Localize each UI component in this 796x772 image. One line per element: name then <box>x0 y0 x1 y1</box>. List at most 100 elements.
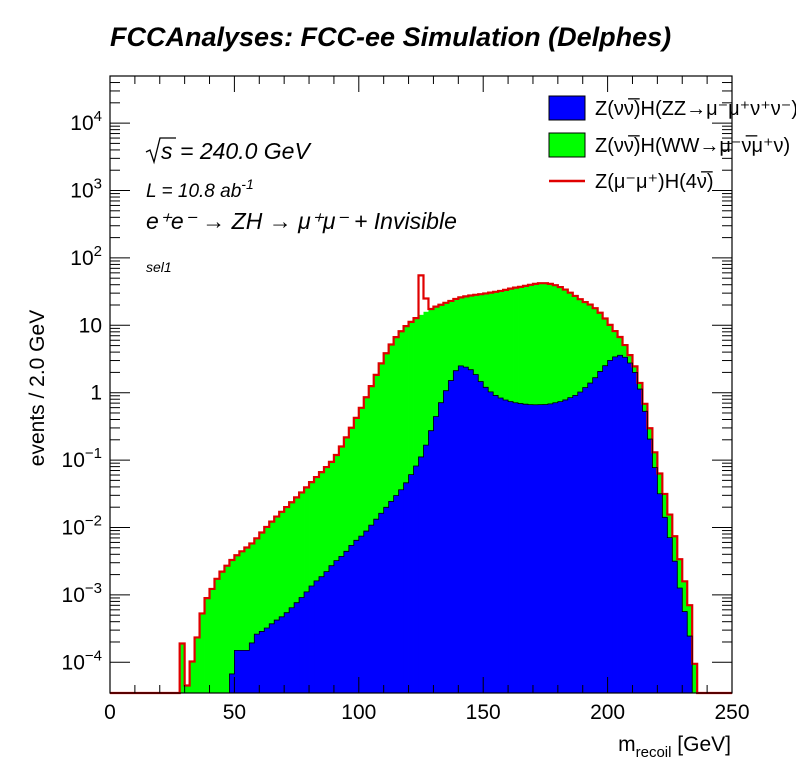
ww-stack-bin <box>184 685 191 693</box>
zz-stack-bin <box>602 365 608 693</box>
zz-stack-bin <box>527 404 534 693</box>
zz-stack-bin <box>642 411 648 693</box>
zz-stack-bin <box>279 616 285 693</box>
zz-stack-bin <box>433 416 439 693</box>
zz-outline-line <box>110 354 732 694</box>
zz-stack-bin <box>388 501 395 693</box>
ww-stack-bin <box>234 555 240 693</box>
zz-stack-bin <box>338 556 345 693</box>
zz-stack-bin <box>403 482 409 693</box>
ww-stack-bin <box>299 492 305 693</box>
zz-stack-bin <box>617 355 623 693</box>
zz-stack-bin <box>428 430 434 693</box>
zz-stack-bin <box>264 628 270 693</box>
zz-stack-bin <box>622 357 628 693</box>
zz-stack-bin <box>612 356 618 693</box>
zz-stack-bin <box>398 489 404 693</box>
zz-stack-bin <box>637 389 643 693</box>
ww-stack-bin <box>289 502 295 693</box>
zz-stack-bin <box>552 402 559 693</box>
y-axis-label: events / 2.0 GeV <box>26 310 49 466</box>
ww-stack-bin <box>209 588 215 693</box>
svg-text:s: s <box>161 138 173 164</box>
zz-stack-bin <box>523 404 529 693</box>
legend-label-ww: Z(νν̅)H(WW→μ⁻ν̅μ⁺ν) <box>595 134 790 157</box>
ww-stack-bin <box>179 643 186 693</box>
legend-label-zz: Z(νν̅)H(ZZ→μ⁻μ⁺ν⁺ν⁻) <box>595 97 796 120</box>
zz-stack-bin <box>443 390 449 693</box>
ww-stack-bin <box>274 516 280 693</box>
zz-stack-bin <box>582 387 589 693</box>
zz-stack-bin <box>493 395 499 693</box>
y-tick-label: 1 <box>90 382 102 405</box>
zz-stack-bin <box>259 631 265 693</box>
zz-stack-bin <box>518 403 524 693</box>
y-tick-label: 10−2 <box>62 512 102 539</box>
ww-stack-bin <box>214 578 220 693</box>
zz-stack-bin <box>468 369 474 693</box>
zz-stack-bin <box>323 571 330 693</box>
zz-stack-bin <box>413 465 419 693</box>
plot-border <box>109 75 733 694</box>
process-annotation: e⁺e⁻ → ZH → μ⁺μ⁻ + Invisible <box>146 208 457 234</box>
x-tick-label: 250 <box>714 701 749 724</box>
zz-stack-bin <box>448 380 454 693</box>
x-tick-label: 150 <box>466 701 501 724</box>
zz-stack-bin <box>438 402 444 693</box>
zz-stack-bin <box>557 401 564 693</box>
ww-stack-bin <box>244 547 250 693</box>
zz-stack-bin <box>289 607 295 693</box>
zz-stack-bin <box>657 493 663 693</box>
zz-stack-bin <box>304 591 310 693</box>
zz-stack-bin <box>309 585 315 693</box>
x-tick-label: 100 <box>341 701 376 724</box>
zz-stack-bin <box>592 377 599 693</box>
zz-stack-bin <box>513 402 519 693</box>
ww-stack-bin <box>239 551 245 693</box>
zz-stack-bin <box>314 580 320 693</box>
legend: Z(νν̅)H(ZZ→μ⁻μ⁺ν⁺ν⁻) Z(νν̅)H(WW→μ⁻ν̅μ⁺ν)… <box>548 95 796 193</box>
zz-stack-bin <box>607 360 613 693</box>
ww-stack-bin <box>189 661 195 693</box>
zz-stack-bin <box>562 399 569 693</box>
ww-stack-bin <box>264 526 270 693</box>
y-tick-label: 10−1 <box>62 445 102 472</box>
legend-label-4nu: Z(μ⁻μ⁺)H(4ν̅) <box>595 170 714 193</box>
x-tick-label: 0 <box>104 701 116 724</box>
zz-stack-bin <box>254 634 260 693</box>
ww-stack-bin <box>199 613 205 693</box>
zz-stack-bin <box>343 551 350 693</box>
zz-stack-bin <box>408 474 414 693</box>
zz-stack-bin <box>458 365 464 693</box>
zz-stack-bin <box>488 391 494 693</box>
ww-stack-bin <box>224 565 230 693</box>
zz-stack-bin <box>299 597 305 693</box>
chart-title: FCCAnalyses: FCC-ee Simulation (Delphes) <box>110 22 671 52</box>
ww-stack-bin <box>269 521 275 693</box>
zz-stack-bin <box>542 404 549 693</box>
zz-stack-bin <box>463 367 469 693</box>
ww-stack-bin <box>259 532 265 693</box>
zz-stack-bin <box>567 397 574 693</box>
luminosity-annotation: L = 10.8 ab-1 <box>146 176 254 202</box>
ww-stack-bin <box>284 507 290 693</box>
x-axis-label: mrecoil [GeV] <box>618 733 731 761</box>
zz-stack-bin <box>687 636 693 693</box>
zz-stack-bin <box>373 519 380 693</box>
ww-stack-bin <box>304 487 310 693</box>
zz-stack-bin <box>508 401 514 693</box>
zz-stack-bin <box>229 673 235 693</box>
zz-stack-bin <box>239 650 245 693</box>
x-tick-label: 50 <box>223 701 246 724</box>
zz-stack-bin <box>572 395 579 693</box>
zz-stack-bin <box>284 612 290 693</box>
zz-stack-bin <box>234 650 240 693</box>
legend-swatch-ww <box>548 132 586 158</box>
axis-ticks: 0 50 100 150 200 250 10−4 10−3 10−2 10−1 1 10 102 103… <box>62 76 750 724</box>
zz-stack-bin <box>667 537 673 693</box>
zz-stack-bin <box>577 391 584 693</box>
zz-stack-bin <box>532 404 539 693</box>
zz-stack-bin <box>378 513 385 693</box>
x-tick-label: 200 <box>590 701 625 724</box>
